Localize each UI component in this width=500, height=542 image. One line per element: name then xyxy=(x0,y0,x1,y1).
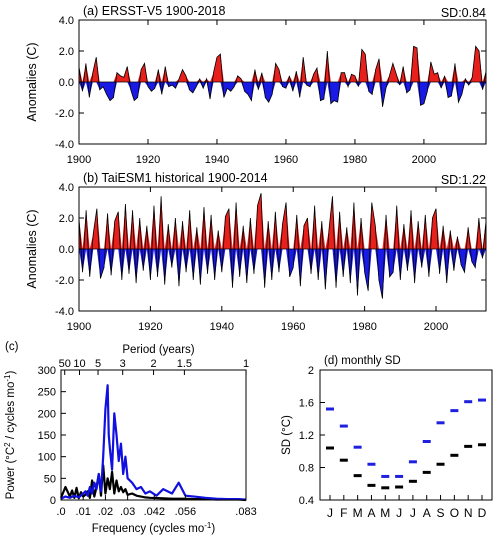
y-tick-label: -2.0 xyxy=(55,275,74,287)
month-label: F xyxy=(340,506,347,520)
x-tick-label: .083 xyxy=(235,506,256,518)
panel-d-title: (d) monthly SD xyxy=(324,355,401,367)
x-tick-label: 1920 xyxy=(136,154,160,166)
panel-c-x-ticks: .0 .01 .02 .03 .042 .056 .083 xyxy=(56,495,257,518)
y-tick-label: 4.0 xyxy=(59,182,74,194)
panel-b-title: (b) TaiESM1 historical 1900-2014 xyxy=(83,171,268,185)
panel-c-x-axis-label: Frequency (cycles mo-1) xyxy=(92,521,216,535)
panel-a-ersst: (a) ERSST-V5 1900-2018 SD:0.84 Anomalies… xyxy=(25,4,487,166)
top-tick-label: 5 xyxy=(95,358,101,370)
panel-d-marks xyxy=(326,398,486,490)
month-label: M xyxy=(380,506,390,520)
y-tick-label: 0.0 xyxy=(59,244,74,256)
month-label: D xyxy=(478,506,487,520)
x-tick-label: 2000 xyxy=(412,154,436,166)
month-label: S xyxy=(437,506,445,520)
x-tick-label: .02 xyxy=(98,506,113,518)
x-tick-label: .056 xyxy=(175,506,196,518)
month-label: M xyxy=(353,506,363,520)
y-tick-label: 1.6 xyxy=(299,398,314,410)
y-tick-label: 0 xyxy=(50,495,56,507)
x-tick-label: 1940 xyxy=(210,321,234,333)
y-tick-label: -4.0 xyxy=(55,306,74,318)
month-label: J xyxy=(327,506,333,520)
y-tick-label: 100 xyxy=(38,452,56,464)
x-tick-label: 1960 xyxy=(274,154,298,166)
panel-a-sd-label: SD:0.84 xyxy=(441,6,486,20)
y-tick-label: -2.0 xyxy=(55,108,74,120)
panel-c-frame xyxy=(60,369,247,501)
anomaly-line xyxy=(78,45,487,107)
y-tick-label: 0.0 xyxy=(59,77,74,89)
panel-b-taiesm1: (b) TaiESM1 historical 1900-2014 SD:1.22… xyxy=(25,171,487,333)
x-tick-label: 2000 xyxy=(424,321,448,333)
y-tick-label: 300 xyxy=(38,365,56,377)
month-label: J xyxy=(410,506,416,520)
panel-c-spectrum-lines xyxy=(59,384,247,502)
top-tick-label: 1 xyxy=(243,358,249,370)
y-tick-label: 50 xyxy=(44,473,56,485)
panel-a-y-ticks: -4.0 -2.0 0.0 2.0 4.0 xyxy=(55,15,486,151)
month-label: J xyxy=(396,506,402,520)
month-label: A xyxy=(423,506,431,520)
y-tick-label: 1.2 xyxy=(299,430,314,442)
y-tick-label: 4.0 xyxy=(59,15,74,27)
panel-a-title: (a) ERSST-V5 1900-2018 xyxy=(83,4,225,18)
panel-c-y-ticks: 0 50 100 150 200 250 300 xyxy=(38,365,66,507)
negative-anomaly-fill xyxy=(79,82,486,107)
panel-b-x-ticks: 1900 1920 1940 1960 1980 2000 xyxy=(67,187,448,333)
panel-c-y-axis-label: Power (°C2 / cycles mo-1) xyxy=(3,371,17,500)
panel-b-y-axis-label: Anomalies (C) xyxy=(25,209,39,288)
top-tick-label: 3 xyxy=(120,358,126,370)
top-tick-label: 2 xyxy=(150,358,156,370)
y-tick-label: 150 xyxy=(38,430,56,442)
y-tick-label: 2 xyxy=(308,365,314,377)
x-tick-label: 1980 xyxy=(352,321,376,333)
top-tick-label: 10 xyxy=(73,358,85,370)
x-tick-label: .0 xyxy=(56,506,65,518)
panel-a-y-axis-label: Anomalies (C) xyxy=(25,42,39,121)
x-tick-label: 1960 xyxy=(281,321,305,333)
y-tick-label: -4.0 xyxy=(55,139,74,151)
x-tick-label: 1920 xyxy=(138,321,162,333)
x-tick-label: 1980 xyxy=(343,154,367,166)
panel-d-y-ticks: 0.4 0.8 1.2 1.6 2 xyxy=(299,365,325,507)
panel-a-x-ticks: 1900 1920 1940 1960 1980 2000 xyxy=(67,20,436,166)
x-tick-label: .042 xyxy=(144,506,165,518)
spectrum-line xyxy=(59,464,247,502)
panel-d-frame xyxy=(319,369,493,501)
month-label: N xyxy=(464,506,473,520)
panel-b-sd-label: SD:1.22 xyxy=(441,173,486,187)
x-tick-label: 1900 xyxy=(67,321,91,333)
month-label: O xyxy=(450,506,459,520)
x-tick-label: .03 xyxy=(120,506,135,518)
spectrum-line xyxy=(60,384,247,501)
panel-d-y-axis-label: SD (°C) xyxy=(281,415,293,455)
x-tick-label: 1900 xyxy=(67,154,91,166)
y-tick-label: 0.4 xyxy=(299,495,314,507)
panel-c-power-spectrum: (c) Period (years) 50 10 5 3 2 1.5 1 050100150… xyxy=(3,341,257,535)
x-tick-label: 1940 xyxy=(205,154,229,166)
positive-anomaly-fill xyxy=(79,193,486,249)
y-tick-label: 200 xyxy=(38,408,56,420)
y-tick-label: 2.0 xyxy=(59,46,74,58)
panel-c-title: (c) xyxy=(5,341,19,353)
panel-b-anomaly-area xyxy=(78,193,487,299)
top-tick-label: 50 xyxy=(59,358,71,370)
y-tick-label: 0.8 xyxy=(299,463,314,475)
top-tick-label: 1.5 xyxy=(177,358,192,370)
panel-c-top-axis-label: Period (years) xyxy=(122,344,194,356)
panel-b-y-ticks: -4.0 -2.0 0.0 2.0 4.0 xyxy=(55,182,486,318)
panel-a-anomaly-area xyxy=(78,45,487,107)
negative-anomaly-fill xyxy=(79,249,486,299)
y-tick-label: 2.0 xyxy=(59,213,74,225)
anomaly-line xyxy=(78,193,487,299)
x-tick-label: .01 xyxy=(76,506,91,518)
y-tick-label: 250 xyxy=(38,387,56,399)
panel-c-top-ticks: 50 10 5 3 2 1.5 1 xyxy=(59,358,249,375)
month-label: A xyxy=(367,506,375,520)
